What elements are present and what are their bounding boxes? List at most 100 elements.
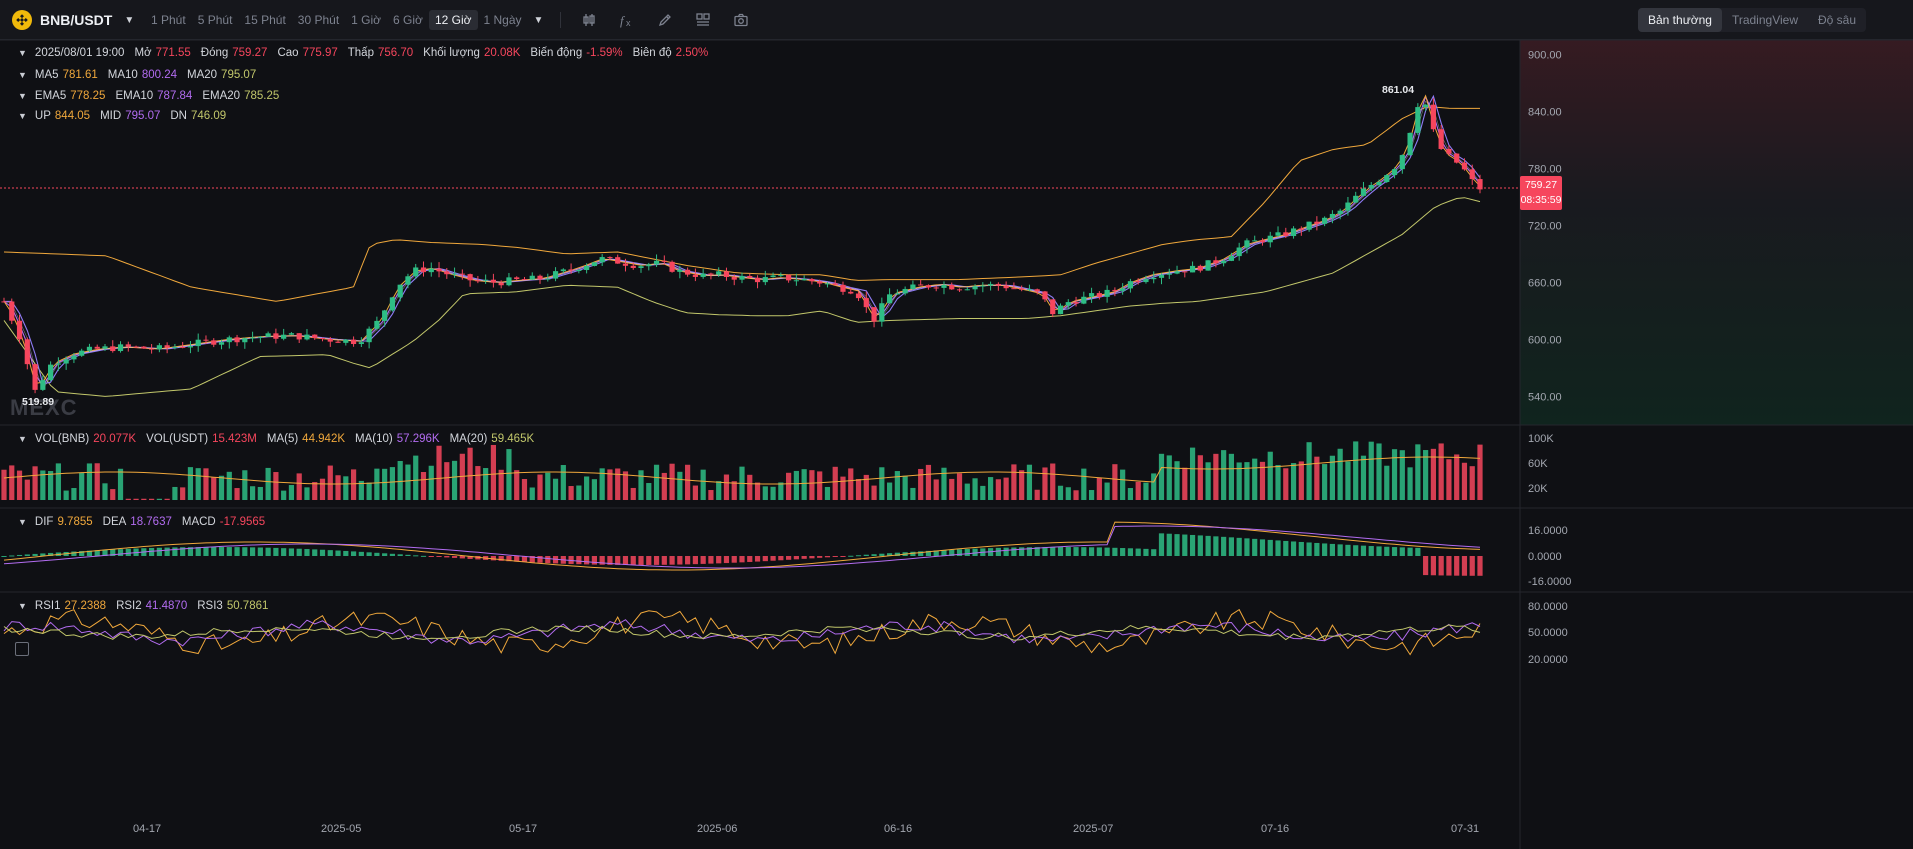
draw-pencil-icon[interactable] bbox=[655, 10, 675, 30]
interval-more-dropdown[interactable]: 1 Ngày ▼ bbox=[478, 10, 550, 30]
candle-body bbox=[1034, 289, 1040, 292]
candle-body bbox=[343, 339, 349, 343]
view-tradingview[interactable]: TradingView bbox=[1731, 13, 1798, 27]
candle-type-icon[interactable] bbox=[579, 10, 599, 30]
macd-bar bbox=[591, 556, 597, 565]
candle-body bbox=[987, 283, 994, 286]
interval-6h[interactable]: 6 Giờ bbox=[393, 13, 423, 27]
collapse-arrow-icon[interactable]: ▼ bbox=[18, 111, 27, 121]
collapse-arrow-icon[interactable]: ▼ bbox=[18, 91, 27, 101]
rsi-legend: ▼ RSI1 27.2388 RSI2 41.4870 RSI3 50.7861 bbox=[18, 600, 268, 612]
volume-bar bbox=[366, 482, 372, 500]
macd-bar bbox=[1011, 547, 1017, 556]
candle-body bbox=[1120, 288, 1126, 291]
macd-bar bbox=[358, 551, 364, 556]
pair-selector[interactable]: BNB/USDT ▼ bbox=[12, 10, 134, 30]
interval-1h[interactable]: 1 Giờ bbox=[351, 13, 382, 27]
macd-bar bbox=[413, 555, 419, 557]
interval-12h[interactable]: 12 Giờ bbox=[428, 10, 478, 30]
candle-body bbox=[1430, 104, 1436, 130]
volume-bar bbox=[374, 468, 380, 500]
macd-bar bbox=[599, 556, 605, 565]
close-value: 759.27 bbox=[232, 47, 268, 59]
chevron-down-icon[interactable]: ▼ bbox=[124, 14, 135, 26]
volume-bar bbox=[203, 468, 209, 500]
macd-value: -17.9565 bbox=[219, 516, 266, 528]
collapse-arrow-icon[interactable]: ▼ bbox=[18, 517, 27, 527]
candle-body bbox=[405, 276, 411, 285]
volume-bar bbox=[55, 463, 61, 500]
volume-bar bbox=[762, 486, 768, 500]
candlestick-chart[interactable]: 900.00 840.00 780.00 720.00 660.00 600.00 540.… bbox=[0, 40, 1913, 849]
macd-bar bbox=[925, 550, 932, 556]
ema10-value: 787.84 bbox=[157, 90, 193, 102]
macd-bar bbox=[366, 552, 372, 556]
candle-body bbox=[1337, 210, 1343, 214]
macd-bar bbox=[40, 553, 46, 556]
collapse-arrow-icon[interactable]: ▼ bbox=[18, 48, 27, 58]
interval-30m[interactable]: 30 Phút bbox=[297, 13, 340, 27]
change-value: -1.59% bbox=[586, 47, 623, 59]
view-basic[interactable]: Bản thường bbox=[1638, 8, 1722, 32]
high-marker: 861.04 bbox=[1382, 84, 1415, 96]
candle-body bbox=[514, 277, 520, 280]
candle-body bbox=[1003, 285, 1009, 289]
volume-bar bbox=[910, 487, 916, 500]
candle-body bbox=[545, 278, 551, 280]
volume-bar bbox=[661, 472, 667, 500]
interval-5m[interactable]: 5 Phút bbox=[197, 13, 233, 27]
volume-bar bbox=[832, 466, 838, 500]
collapse-arrow-icon[interactable]: ▼ bbox=[18, 434, 27, 444]
macd-bar bbox=[964, 548, 970, 556]
price-tick: 540.00 bbox=[1528, 391, 1562, 403]
pair-name[interactable]: BNB/USDT bbox=[40, 12, 113, 28]
macd-bar bbox=[1259, 539, 1266, 556]
volume-bar bbox=[335, 475, 341, 500]
camera-icon[interactable] bbox=[731, 10, 751, 30]
candle-body bbox=[413, 267, 419, 277]
macd-bar bbox=[1252, 538, 1258, 556]
candle-body bbox=[560, 269, 566, 272]
candle-body bbox=[335, 341, 341, 343]
volume-bar bbox=[1042, 467, 1048, 500]
macd-bar bbox=[273, 547, 279, 556]
macd-bar bbox=[16, 554, 23, 556]
candle-body bbox=[24, 339, 30, 365]
interval-15m[interactable]: 15 Phút bbox=[244, 13, 286, 27]
volume-bar bbox=[180, 487, 186, 500]
volume-bar bbox=[187, 467, 194, 500]
layout-grid-icon[interactable] bbox=[693, 10, 713, 30]
macd-bar bbox=[156, 547, 162, 556]
ema10-label: EMA10 bbox=[115, 90, 154, 102]
svg-text:f: f bbox=[620, 13, 626, 28]
view-depth[interactable]: Độ sâu bbox=[1818, 13, 1857, 27]
collapse-arrow-icon[interactable]: ▼ bbox=[18, 601, 27, 611]
volume-bar bbox=[1120, 469, 1126, 500]
interval-1m[interactable]: 1 Phút bbox=[151, 13, 186, 27]
macd-bar bbox=[1073, 547, 1079, 556]
candle-body bbox=[817, 281, 823, 284]
settings-square-icon[interactable] bbox=[15, 642, 29, 656]
rsi2-label: RSI2 bbox=[116, 600, 142, 612]
macd-bar bbox=[1151, 549, 1157, 556]
dea-label: DEA bbox=[102, 516, 127, 528]
collapse-arrow-icon[interactable]: ▼ bbox=[18, 70, 27, 80]
macd-bar bbox=[180, 547, 186, 556]
macd-bar bbox=[1065, 547, 1071, 556]
macd-bar bbox=[747, 556, 753, 562]
volume-bar bbox=[863, 474, 869, 500]
candle-body bbox=[1026, 289, 1033, 291]
candle-body bbox=[1298, 228, 1304, 230]
volume-bar bbox=[1430, 448, 1436, 500]
candle-body bbox=[319, 338, 326, 340]
macd-bar bbox=[1120, 548, 1126, 556]
vol-ma20-label: MA(20) bbox=[449, 433, 488, 445]
volume-tick: 60K bbox=[1528, 458, 1548, 470]
volume-bar bbox=[995, 479, 1001, 500]
macd-bar bbox=[382, 553, 388, 556]
candle-body bbox=[436, 268, 442, 272]
macd-bar bbox=[1019, 547, 1025, 556]
macd-bar bbox=[941, 550, 947, 556]
volume-bar bbox=[94, 463, 100, 500]
